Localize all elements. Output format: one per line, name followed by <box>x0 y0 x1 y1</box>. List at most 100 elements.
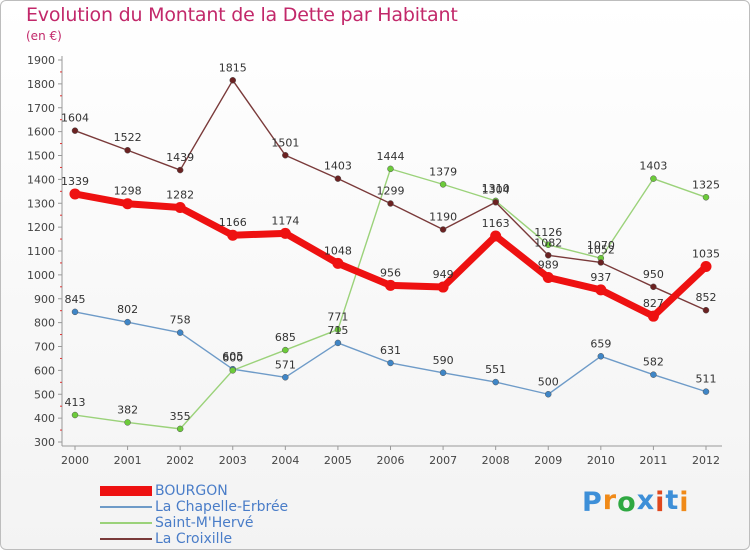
y-tick-label: 900 <box>34 293 55 306</box>
data-point <box>387 359 394 367</box>
chart-subtitle: (en €) <box>26 29 62 43</box>
data-label: 1174 <box>271 214 299 227</box>
y-tick-label: 500 <box>34 388 55 401</box>
x-tick-label: 2001 <box>114 454 142 467</box>
y-tick-label: 1900 <box>27 54 55 67</box>
data-point <box>650 175 657 182</box>
data-point <box>650 371 657 378</box>
x-tick-label: 2011 <box>639 454 667 467</box>
data-point <box>332 257 344 269</box>
y-tick-label: 1700 <box>27 102 55 115</box>
x-tick-label: 2000 <box>61 454 89 467</box>
data-point <box>334 339 342 347</box>
data-label: 937 <box>590 271 611 284</box>
brand-letter: i <box>655 487 666 518</box>
data-point <box>124 146 131 154</box>
data-label: 1325 <box>692 178 720 191</box>
y-tick-label: 800 <box>34 317 55 330</box>
legend-swatch <box>100 522 152 524</box>
brand-letter: t <box>665 485 680 516</box>
data-point <box>545 252 552 259</box>
data-label: 1052 <box>587 243 615 256</box>
data-point <box>700 261 712 273</box>
data-label: 1310 <box>482 182 510 195</box>
data-label: 685 <box>275 331 296 344</box>
data-point <box>227 229 239 241</box>
data-label: 551 <box>485 363 506 376</box>
data-label: 956 <box>380 266 401 279</box>
data-label: 1299 <box>377 184 405 197</box>
data-label: 582 <box>643 356 664 369</box>
data-label: 1444 <box>377 150 405 163</box>
data-point <box>387 200 394 207</box>
data-point <box>229 367 236 374</box>
data-point <box>647 310 659 322</box>
data-label: 852 <box>696 291 717 304</box>
data-label: 1070 <box>587 239 615 252</box>
data-label: 715 <box>327 324 348 337</box>
data-label: 355 <box>170 410 191 423</box>
y-tick-label: 400 <box>34 412 55 425</box>
data-point <box>387 165 394 173</box>
data-point <box>282 152 289 159</box>
data-label: 1126 <box>534 226 562 239</box>
data-point <box>176 329 184 336</box>
data-label: 1379 <box>429 165 457 178</box>
data-label: 1166 <box>219 216 247 229</box>
legend-label: BOURGON <box>155 483 228 499</box>
x-tick-label: 2012 <box>692 454 720 467</box>
data-point <box>545 241 552 249</box>
brand-letter: x <box>636 485 656 516</box>
y-tick-label: 1100 <box>27 245 55 258</box>
data-label: 1048 <box>324 244 352 257</box>
data-point <box>282 346 289 354</box>
x-tick-label: 2006 <box>377 454 405 467</box>
data-label: 758 <box>170 314 191 327</box>
data-point <box>71 411 79 419</box>
data-label: 659 <box>590 337 611 350</box>
data-point <box>71 127 79 134</box>
data-point <box>702 388 710 395</box>
data-point <box>71 308 79 316</box>
x-tick-label: 2010 <box>587 454 615 467</box>
data-point <box>122 198 134 210</box>
x-tick-label: 2004 <box>271 454 299 467</box>
data-label: 511 <box>696 373 717 386</box>
data-point <box>334 175 342 182</box>
y-tick-label: 1400 <box>27 173 55 186</box>
data-point <box>69 188 81 200</box>
x-tick-label: 2009 <box>534 454 562 467</box>
data-point <box>650 283 657 291</box>
data-label: 1163 <box>482 217 510 230</box>
data-label: 1522 <box>114 131 142 144</box>
legend-label: La Croixille <box>155 531 233 547</box>
data-point <box>597 259 605 266</box>
brand-letter: o <box>617 487 637 518</box>
y-tick-label: 1300 <box>27 197 55 210</box>
data-label: 1439 <box>166 151 194 164</box>
data-point <box>490 230 502 242</box>
data-label: 631 <box>380 344 401 357</box>
data-label: 802 <box>117 303 138 316</box>
data-label: 1298 <box>114 185 142 198</box>
data-label: 1501 <box>271 136 299 149</box>
data-point <box>702 194 710 201</box>
y-tick-label: 600 <box>34 364 55 377</box>
data-point <box>597 353 605 360</box>
legend-label: La Chapelle-Erbrée <box>155 499 289 515</box>
data-label: 500 <box>538 375 559 388</box>
data-point <box>702 306 710 314</box>
x-tick-label: 2002 <box>166 454 194 467</box>
data-label: 1815 <box>219 61 247 74</box>
data-label: 1403 <box>324 160 352 173</box>
legend-swatch <box>100 486 152 496</box>
y-tick-label: 1600 <box>27 126 55 139</box>
data-label: 950 <box>643 268 664 281</box>
legend-label: Saint-M'Hervé <box>155 515 254 531</box>
data-label: 605 <box>222 350 243 363</box>
data-label: 771 <box>327 311 348 324</box>
data-point <box>124 318 131 326</box>
data-label: 1604 <box>61 112 89 125</box>
